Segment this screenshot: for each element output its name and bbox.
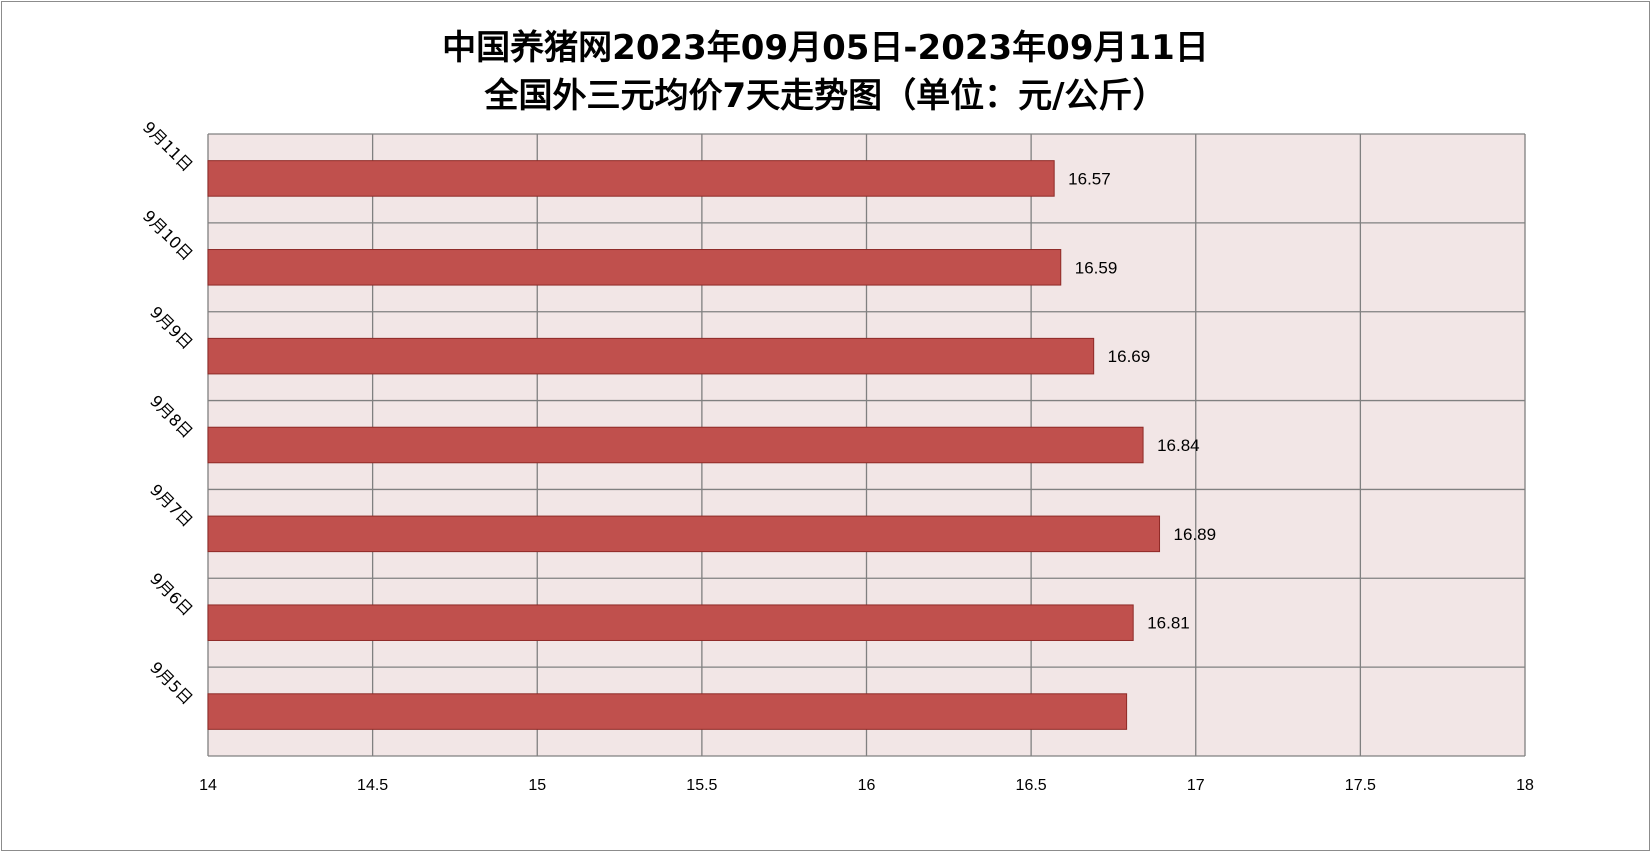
- bar: [207, 249, 1062, 286]
- category-label: 9月7日: [146, 480, 196, 530]
- data-label: 16.84: [1157, 436, 1200, 455]
- data-label: 16.59: [1075, 258, 1118, 277]
- bar: [207, 604, 1134, 641]
- x-tick-label: 14: [199, 777, 217, 794]
- bar: [207, 426, 1144, 464]
- category-label: 9月11日: [139, 118, 197, 176]
- data-label: 16.57: [1068, 169, 1111, 188]
- chart-title: 中国养猪网2023年09月05日-2023年09月11日 全国外三元均价7天走势…: [0, 24, 1651, 120]
- category-label: 9月10日: [139, 206, 197, 264]
- data-label: 16.69: [1108, 347, 1151, 366]
- bar: [207, 337, 1095, 375]
- x-tick-label: 17.5: [1345, 777, 1376, 794]
- category-label: 9月5日: [146, 658, 196, 708]
- bar: [207, 515, 1161, 553]
- x-tick-label: 15.5: [686, 777, 717, 794]
- x-tick-label: 16: [858, 777, 876, 794]
- category-label: 9月6日: [146, 569, 196, 619]
- data-label: 16.81: [1147, 614, 1190, 633]
- x-tick-label: 16.5: [1016, 777, 1047, 794]
- x-tick-label: 17: [1187, 777, 1205, 794]
- x-tick-label: 15: [528, 777, 546, 794]
- category-label: 9月9日: [146, 303, 196, 353]
- chart-title-line2: 全国外三元均价7天走势图（单位：元/公斤）: [484, 76, 1167, 116]
- x-tick-label: 14.5: [357, 777, 388, 794]
- data-label: 16.89: [1174, 525, 1217, 544]
- x-tick-label: 18: [1516, 777, 1534, 794]
- category-label: 9月8日: [146, 391, 196, 441]
- bar: [207, 693, 1128, 730]
- chart-title-line1: 中国养猪网2023年09月05日-2023年09月11日: [442, 28, 1209, 68]
- bar: [207, 160, 1055, 197]
